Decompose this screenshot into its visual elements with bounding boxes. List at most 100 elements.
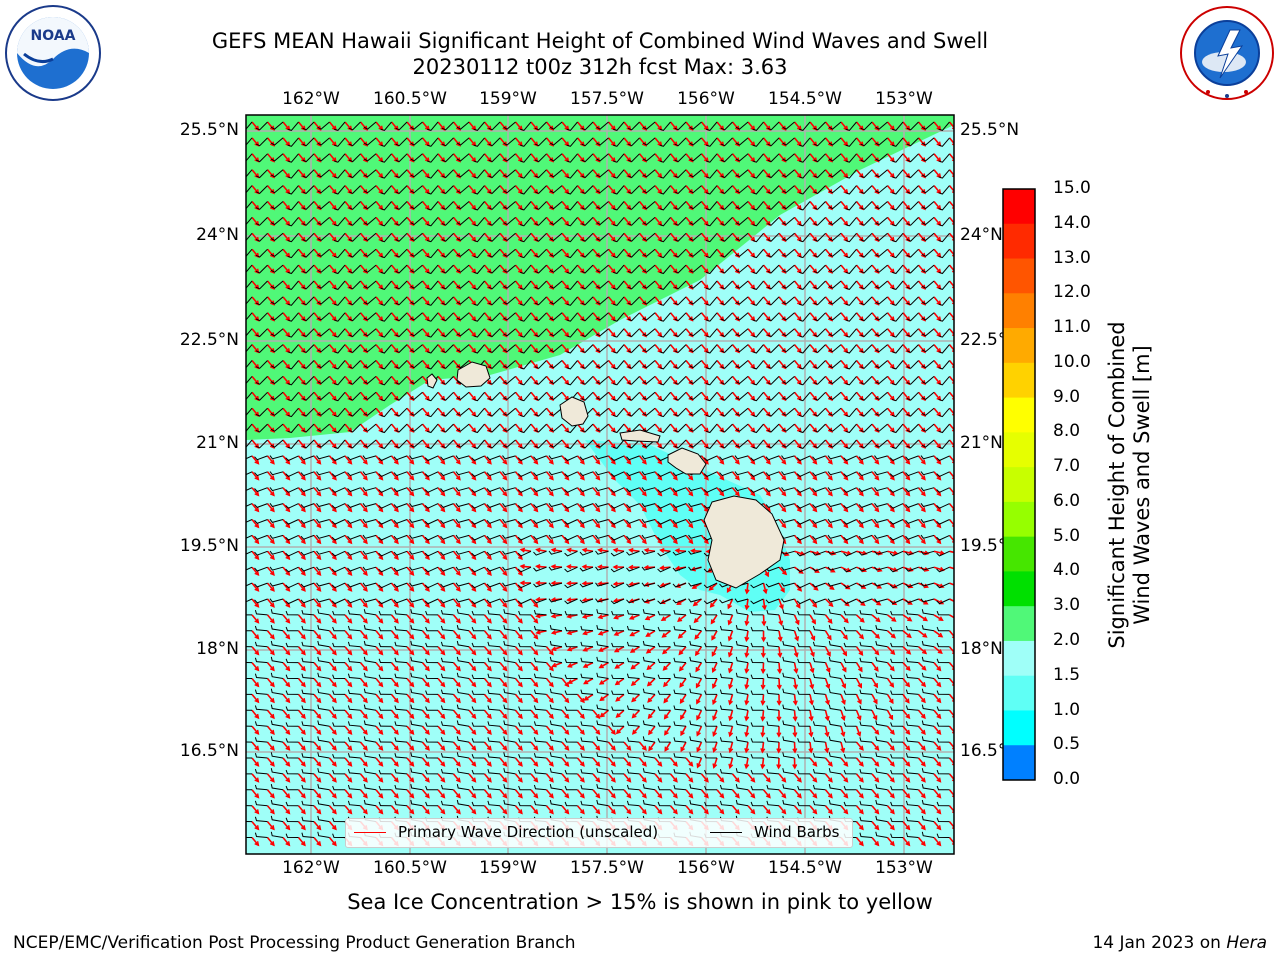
wave-arrow-head (316, 141, 322, 147)
wind-barb (581, 185, 594, 194)
wind-barb (921, 248, 935, 257)
wave-arrow (948, 232, 954, 240)
wave-arrow (328, 232, 337, 242)
wind-barb (333, 137, 346, 147)
wave-arrow (468, 232, 477, 242)
wave-arrow (282, 455, 291, 465)
wave-arrow (406, 455, 415, 465)
wind-barb (906, 137, 919, 147)
wind-barb (348, 264, 361, 274)
wind-barb (720, 423, 733, 433)
wind-barb (720, 169, 733, 179)
wave-arrow-head (734, 443, 740, 449)
wind-barb (720, 407, 733, 417)
wind-barb (627, 217, 640, 226)
wind-barb (891, 248, 904, 259)
wave-arrow-head (316, 189, 322, 195)
wave-arrow-head (734, 316, 740, 322)
wave-arrow (654, 216, 663, 226)
wind-barb (626, 455, 640, 461)
wave-arrow-head (316, 252, 322, 259)
wave-arrow-head (362, 332, 368, 338)
wave-arrow (607, 248, 616, 258)
wind-barb (875, 248, 888, 257)
wind-barb (845, 328, 857, 338)
wind-barb (659, 280, 671, 290)
wind-barb (845, 153, 857, 163)
wave-arrow-head (688, 220, 694, 227)
wind-barb (627, 280, 640, 290)
wind-barb (566, 376, 578, 386)
wind-barb (891, 376, 904, 386)
wave-arrow (468, 423, 477, 433)
wind-barb (689, 232, 702, 242)
wind-barb (424, 455, 439, 462)
wave-arrow (375, 264, 384, 274)
wind-barb (845, 360, 857, 370)
wave-arrow (948, 391, 954, 399)
wind-barb (689, 360, 702, 369)
wave-arrow-head (409, 252, 415, 259)
wave-arrow-head (920, 364, 926, 370)
wind-barb (689, 296, 702, 305)
wave-arrow (514, 121, 523, 131)
wave-arrow-head (657, 459, 663, 465)
wind-barb (798, 376, 811, 386)
wind-barb (782, 423, 795, 432)
noaa-logo-text: NOAA (31, 28, 76, 44)
wind-barb (393, 455, 408, 461)
wind-barb (456, 137, 470, 146)
wind-barb (798, 439, 811, 449)
wave-arrow-head (502, 284, 508, 290)
wind-barb (659, 264, 671, 275)
wave-arrow (747, 439, 756, 449)
wind-barb (566, 423, 578, 434)
wind-barb (752, 185, 764, 195)
wind-barb (845, 264, 857, 275)
wave-arrow-head (455, 205, 461, 211)
wind-barb (828, 264, 842, 273)
wind-barb (720, 248, 733, 258)
wave-arrow-head (409, 316, 415, 322)
wave-arrow-head (827, 284, 833, 290)
wind-barb (317, 360, 330, 369)
wave-arrow (437, 455, 446, 465)
wind-barb (348, 439, 361, 449)
wave-arrow (747, 375, 756, 385)
wind-barb (860, 344, 873, 353)
wave-arrow-head (688, 284, 694, 290)
wave-arrow (499, 455, 508, 465)
wave-arrow (654, 200, 663, 210)
wave-arrow-head (641, 125, 647, 131)
wave-arrow-head (269, 411, 275, 418)
wind-barb (860, 137, 873, 147)
wind-barb (473, 312, 485, 322)
wind-barb (828, 423, 842, 432)
wind-barb (333, 360, 346, 370)
wave-arrow-head (331, 459, 337, 465)
wind-barb (828, 296, 842, 305)
wave-arrow-head (502, 379, 508, 386)
wave-arrow (933, 185, 942, 194)
wind-barb (255, 137, 268, 147)
wave-arrow (700, 312, 709, 322)
wind-barb (471, 455, 485, 462)
wind-barb (395, 344, 408, 353)
wind-barb (813, 391, 826, 401)
wind-barb (581, 391, 594, 401)
wave-arrow-head (688, 300, 694, 306)
wind-barb (380, 391, 392, 402)
wind-barb (410, 232, 423, 242)
wave-arrow (747, 232, 756, 242)
wind-barb (473, 344, 485, 354)
wave-arrow (328, 280, 337, 290)
wave-arrow-head (486, 459, 492, 465)
wind-barb (254, 455, 268, 461)
wave-arrow-head (502, 427, 508, 433)
wind-barb (534, 360, 547, 369)
wind-barb (503, 360, 516, 369)
wave-arrow-head (409, 220, 415, 227)
wave-arrow (793, 200, 802, 210)
wind-barb (287, 312, 299, 322)
wind-barb (473, 217, 485, 227)
